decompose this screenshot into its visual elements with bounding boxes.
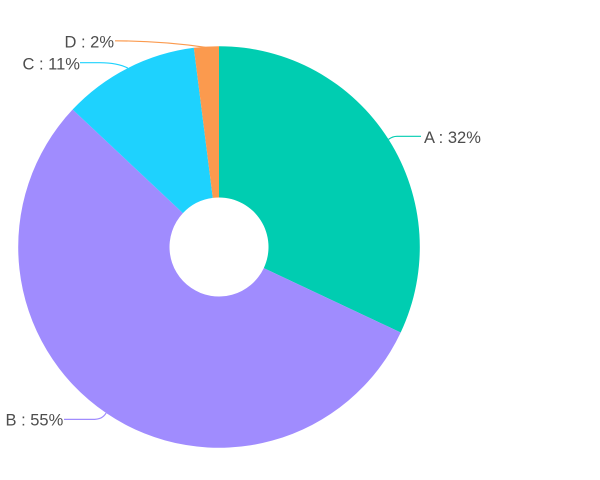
svg-text:D : 2%: D : 2% [65,34,115,52]
svg-text:C : 11%: C : 11% [23,55,81,73]
svg-text:A : 32%: A : 32% [424,129,481,147]
svg-text:B : 55%: B : 55% [6,411,64,429]
